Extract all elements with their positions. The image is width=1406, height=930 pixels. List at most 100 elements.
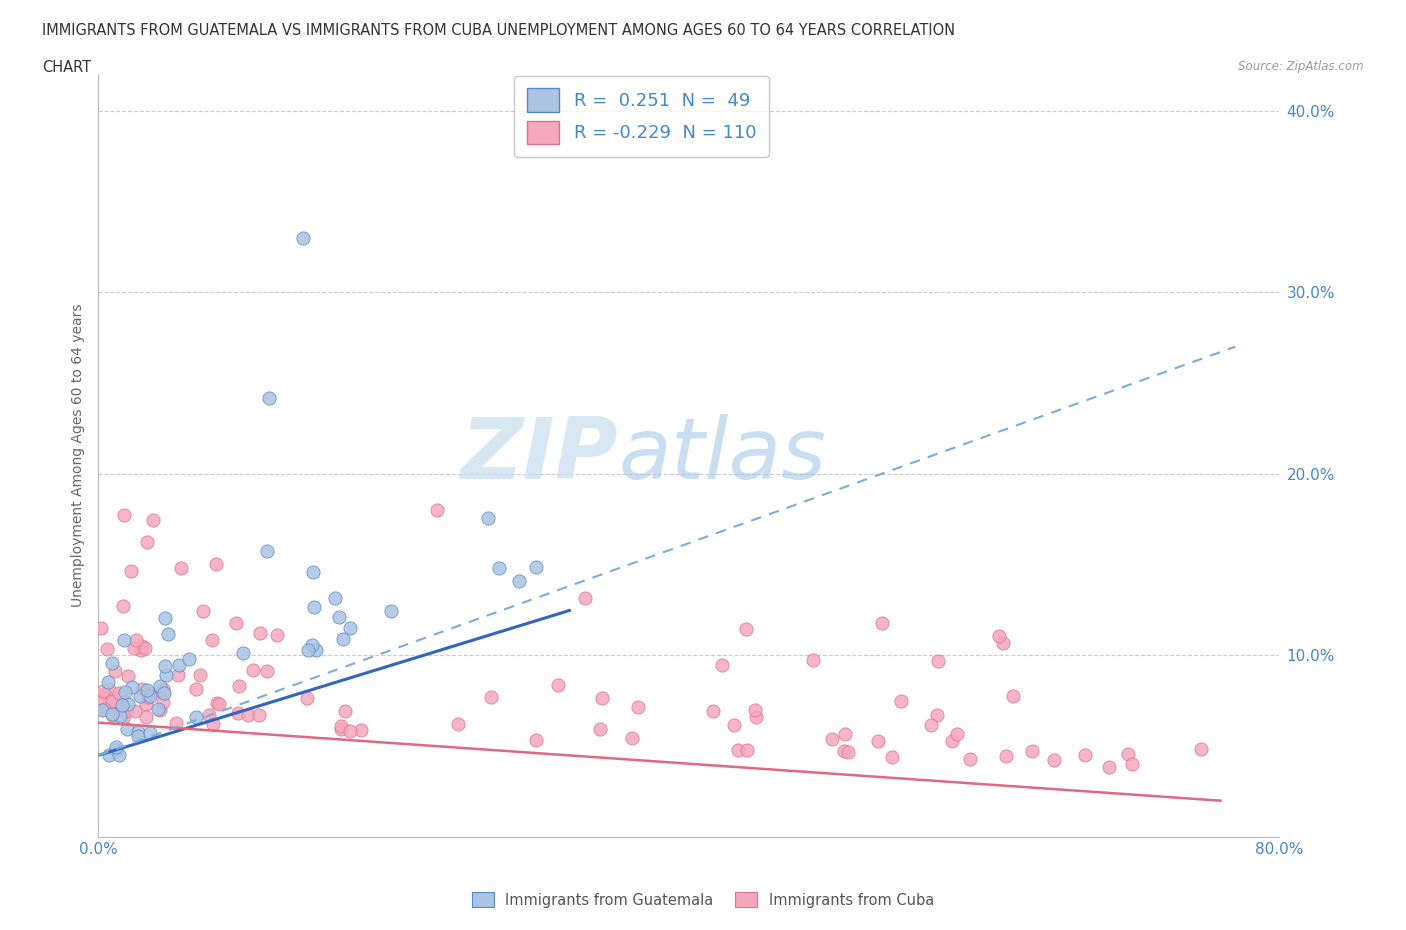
Point <box>257 391 280 405</box>
Point <box>266 627 288 642</box>
Point <box>228 678 250 693</box>
Point <box>574 591 596 606</box>
Point <box>156 627 179 642</box>
Text: Source: ZipAtlas.com: Source: ZipAtlas.com <box>1239 60 1364 73</box>
Point <box>323 591 346 605</box>
Point <box>108 686 131 701</box>
Point <box>114 684 136 699</box>
Point <box>329 719 352 734</box>
Point <box>149 679 172 694</box>
Point <box>328 609 350 624</box>
Point <box>870 616 893 631</box>
Point <box>301 565 323 579</box>
Point <box>925 708 948 723</box>
Text: IMMIGRANTS FROM GUATEMALA VS IMMIGRANTS FROM CUBA UNEMPLOYMENT AMONG AGES 60 TO : IMMIGRANTS FROM GUATEMALA VS IMMIGRANTS … <box>42 23 955 38</box>
Point <box>115 704 138 719</box>
Text: CHART: CHART <box>42 60 91 75</box>
Point <box>1074 748 1097 763</box>
Point <box>711 658 734 672</box>
Point <box>127 728 149 743</box>
Point <box>91 684 114 698</box>
Point <box>247 708 270 723</box>
Legend: R =  0.251  N =  49, R = -0.229  N = 110: R = 0.251 N = 49, R = -0.229 N = 110 <box>515 76 769 156</box>
Point <box>447 717 470 732</box>
Point <box>202 716 225 731</box>
Point <box>90 702 112 717</box>
Point <box>426 503 449 518</box>
Point <box>339 724 361 738</box>
Point <box>107 748 129 763</box>
Point <box>226 706 249 721</box>
Point <box>125 632 148 647</box>
Point <box>134 641 156 656</box>
Point <box>735 621 758 636</box>
Point <box>146 702 169 717</box>
Point <box>946 726 969 741</box>
Point <box>148 703 170 718</box>
Point <box>1191 741 1213 756</box>
Point <box>702 703 724 718</box>
Point <box>167 668 190 683</box>
Point <box>108 709 131 724</box>
Point <box>1121 756 1143 771</box>
Point <box>135 697 157 711</box>
Point <box>380 604 402 618</box>
Point <box>122 641 145 656</box>
Point <box>93 701 115 716</box>
Point <box>131 682 153 697</box>
Point <box>479 689 502 704</box>
Point <box>735 742 758 757</box>
Point <box>117 669 139 684</box>
Point <box>112 632 135 647</box>
Point <box>834 743 856 758</box>
Point <box>191 604 214 618</box>
Point <box>127 724 149 739</box>
Point <box>330 722 353 737</box>
Point <box>169 658 191 672</box>
Point <box>165 715 187 730</box>
Point <box>139 725 162 740</box>
Point <box>112 711 135 725</box>
Point <box>821 732 844 747</box>
Point <box>868 734 890 749</box>
Point <box>959 751 981 766</box>
Point <box>198 708 221 723</box>
Point <box>295 690 318 705</box>
Point <box>723 717 745 732</box>
Point <box>101 693 124 708</box>
Point <box>1002 688 1025 703</box>
Text: atlas: atlas <box>619 414 827 498</box>
Point <box>301 638 323 653</box>
Point <box>508 574 530 589</box>
Point <box>488 561 510 576</box>
Point <box>256 663 278 678</box>
Point <box>995 748 1018 763</box>
Point <box>94 686 117 701</box>
Point <box>152 682 174 697</box>
Point <box>138 685 160 700</box>
Point <box>186 710 208 724</box>
Point <box>153 685 176 700</box>
Point <box>1097 759 1119 774</box>
Point <box>121 680 143 695</box>
Point <box>142 512 165 527</box>
Point <box>477 511 499 525</box>
Point <box>1021 743 1043 758</box>
Y-axis label: Unemployment Among Ages 60 to 64 years: Unemployment Among Ages 60 to 64 years <box>72 304 86 607</box>
Point <box>242 662 264 677</box>
Point <box>101 708 124 723</box>
Point <box>124 704 146 719</box>
Point <box>152 684 174 699</box>
Point <box>745 710 768 724</box>
Point <box>304 643 326 658</box>
Point <box>90 620 112 635</box>
Point <box>991 635 1014 650</box>
Point <box>941 733 963 748</box>
Point <box>98 700 121 715</box>
Point <box>152 694 174 709</box>
Text: ZIP: ZIP <box>460 414 619 498</box>
Point <box>153 658 176 673</box>
Point <box>837 744 859 759</box>
Point <box>111 698 134 712</box>
Point <box>129 643 152 658</box>
